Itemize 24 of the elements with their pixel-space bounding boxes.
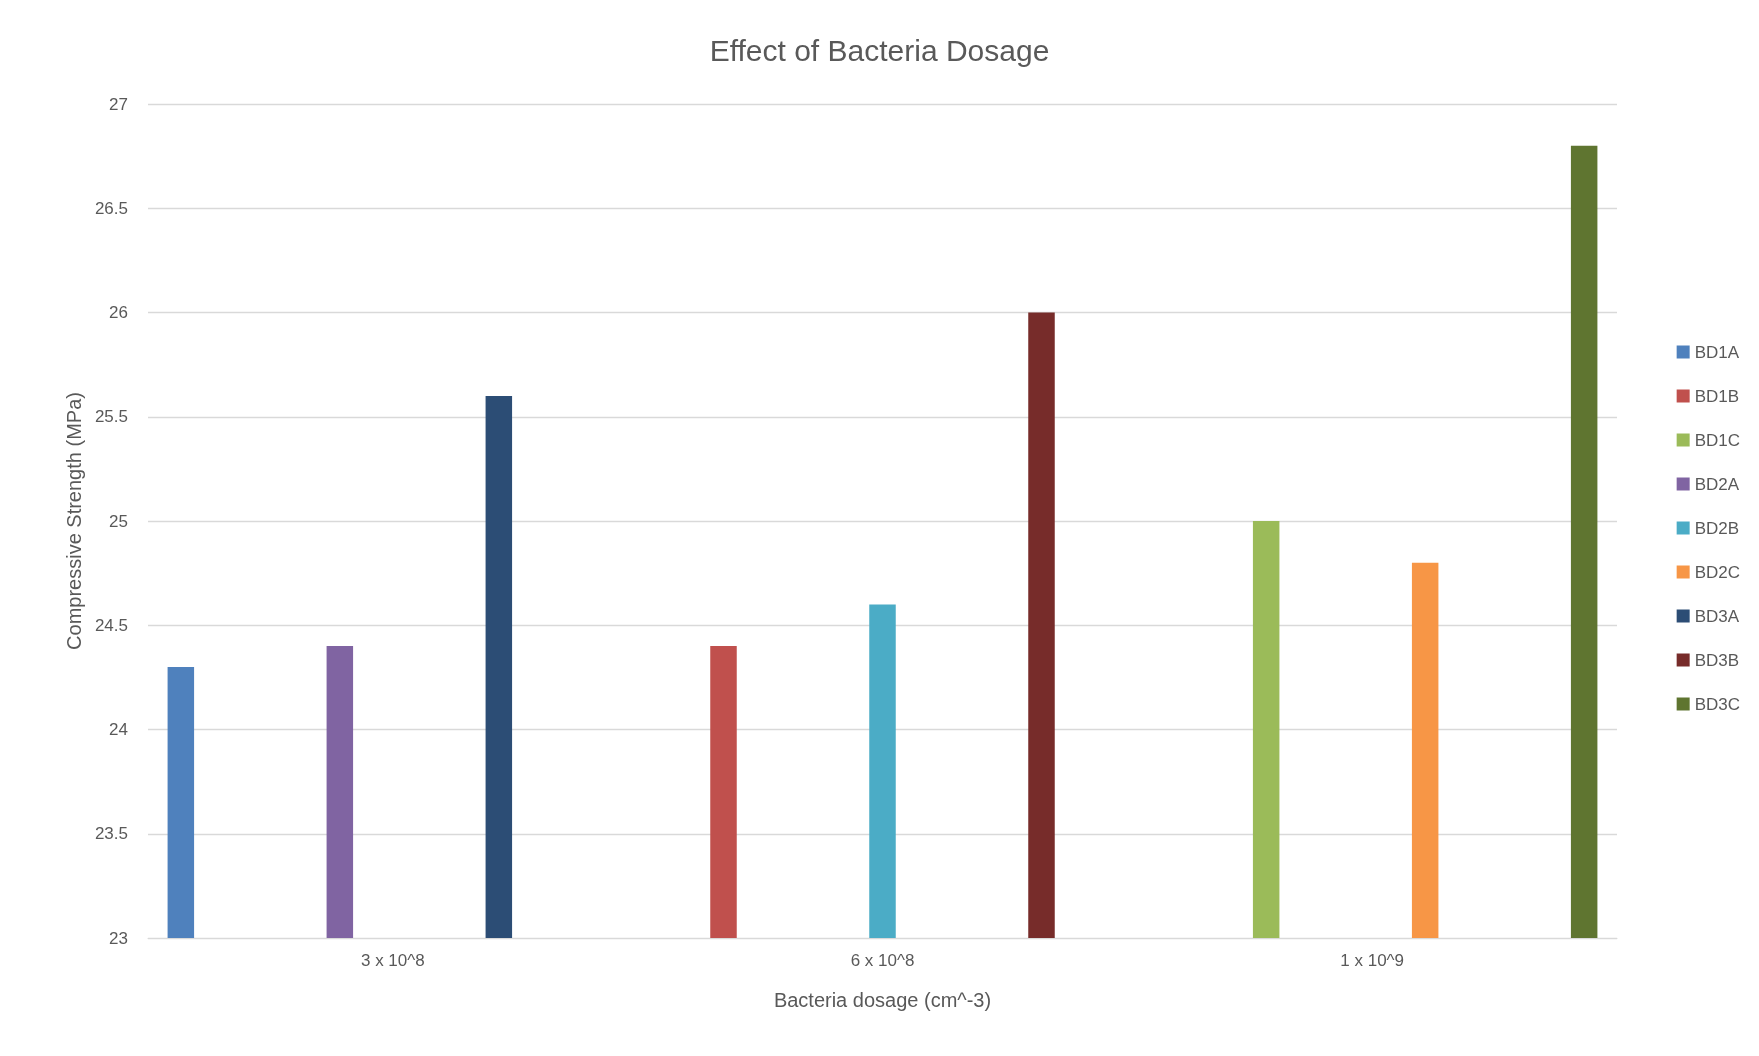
legend-label: BD1B — [1694, 386, 1740, 406]
chart-title: Effect of Bacteria Dosage — [709, 33, 1050, 67]
x-tick-label: 6 x 10^8 — [850, 951, 915, 970]
legend-label: BD3B — [1694, 650, 1740, 670]
y-tick-label: 25.5 — [94, 407, 128, 427]
x-tick-label: 1 x 10^9 — [1340, 951, 1405, 970]
legend-label: BD3A — [1694, 606, 1740, 626]
y-tick-label: 23 — [109, 928, 128, 948]
legend-label: BD2C — [1694, 562, 1741, 582]
y-tick-label: 24 — [109, 720, 128, 739]
y-axis-title: Compressive Strength (MPa) — [63, 392, 86, 650]
legend-label: BD1C — [1694, 430, 1741, 450]
y-tick-label: 23.5 — [94, 824, 128, 844]
x-tick-label: 3 x 10^8 — [360, 951, 425, 970]
legend-label: BD1A — [1694, 342, 1740, 362]
legend-label: BD3C — [1694, 694, 1741, 714]
y-tick-label: 26.5 — [94, 198, 128, 218]
y-tick-label: 27 — [109, 94, 128, 114]
legend-label: BD2B — [1694, 518, 1740, 538]
x-axis-title: Bacteria dosage (cm^-3) — [773, 989, 992, 1011]
legend-label: BD2A — [1694, 474, 1740, 494]
y-tick-label: 26 — [109, 303, 128, 322]
y-tick-label: 25 — [109, 511, 128, 531]
y-tick-label: 24.5 — [94, 615, 128, 635]
